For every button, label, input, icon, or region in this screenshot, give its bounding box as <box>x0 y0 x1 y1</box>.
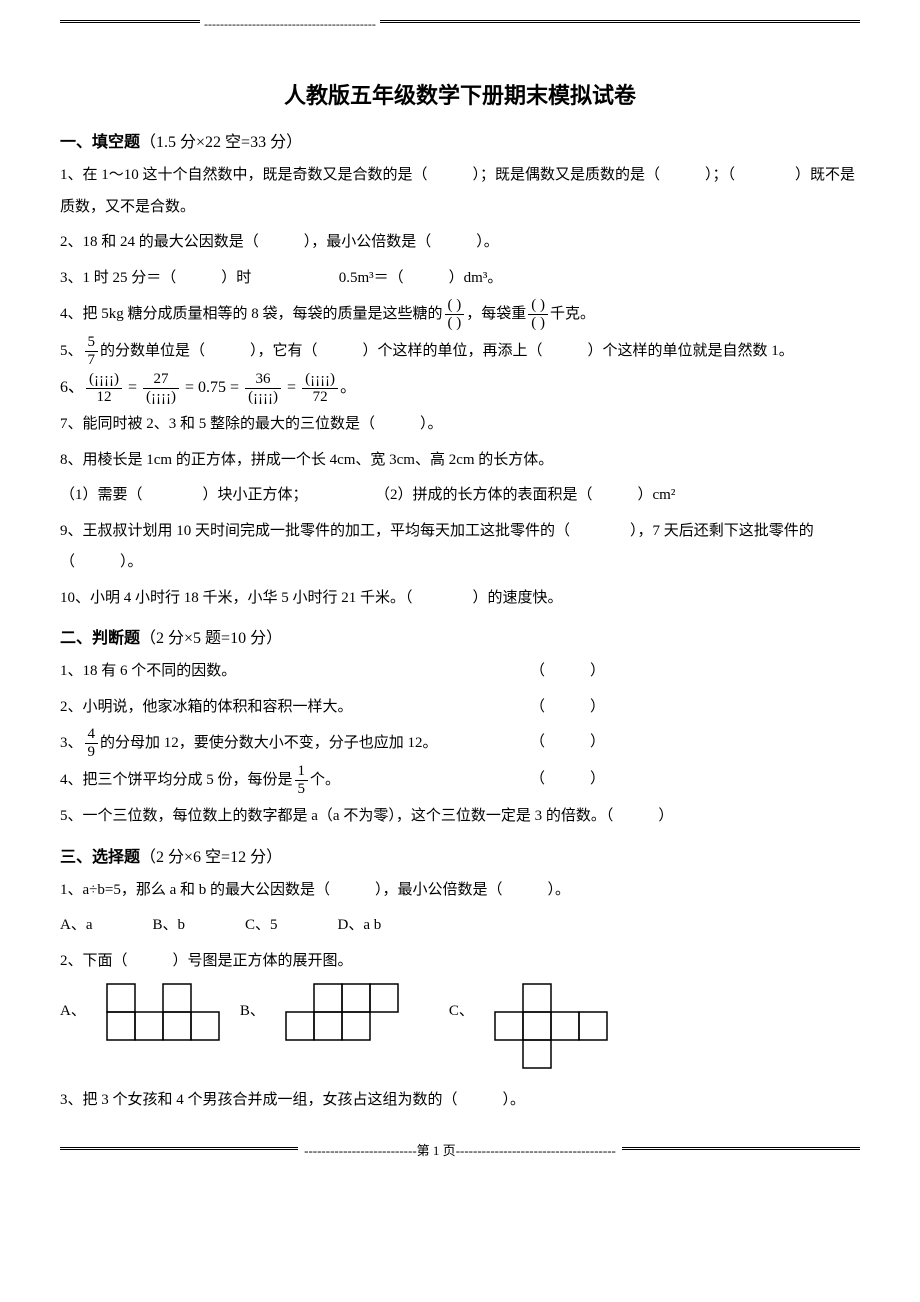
tf-paren: （ ） <box>530 692 605 724</box>
section-2-paren: （2 分×5 题=10 分） <box>140 630 282 647</box>
s1-q4: 4、把 5kg 糖分成质量相等的 8 袋，每袋的质量是这些糖的( )( )，每袋… <box>60 298 860 331</box>
s1-q8-1: （1）需要（ ）块小正方体； <box>60 487 308 503</box>
choice-B: B、b <box>153 910 186 942</box>
s1-q3-a: 3、1 时 25 分＝（ ）时 <box>60 270 251 286</box>
s1-q5: 5、57的分数单位是（ ），它有（ ）个这样的单位，再添上（ ）个这样的单位就是… <box>60 335 860 368</box>
s1-q4-frac1: ( )( ) <box>445 298 465 331</box>
s1-q3: 3、1 时 25 分＝（ ）时 0.5m³＝（ ）dm³。 <box>60 263 860 295</box>
s3-q1-choices: A、a B、b C、5 D、a b <box>60 910 860 942</box>
net-B <box>285 983 399 1041</box>
s2-q5: 5、一个三位数，每位数上的数字都是 a（a 不为零），这个三位数一定是 3 的倍… <box>60 801 860 833</box>
s1-q5-a: 5、 <box>60 343 83 359</box>
net-C-label: C、 <box>449 983 474 1020</box>
section-1-head: 一、填空题（1.5 分×22 空=33 分） <box>60 128 860 152</box>
net-A-label: A、 <box>60 983 86 1020</box>
footer-left-dashes: -------------------------- <box>304 1143 417 1158</box>
s1-q8: 8、用棱长是 1cm 的正方体，拼成一个长 4cm、宽 3cm、高 2cm 的长… <box>60 445 860 477</box>
nets-row: A、 B、 C、 <box>60 983 860 1069</box>
s1-q1: 1、在 1～10 这十个自然数中，既是奇数又是合数的是（ ）；既是偶数又是质数的… <box>60 160 860 223</box>
s2-q2: 2、小明说，他家冰箱的体积和容积一样大。（ ） <box>60 692 860 724</box>
s1-q8-sub: （1）需要（ ）块小正方体； （2）拼成的长方体的表面积是（ ）cm² <box>60 480 860 512</box>
choice-A: A、a <box>60 910 93 942</box>
s2-q1: 1、18 有 6 个不同的因数。（ ） <box>60 656 860 688</box>
top-dashes: ----------------------------------------… <box>200 17 380 32</box>
section-3-paren: （2 分×6 空=12 分） <box>140 849 282 866</box>
section-3-label: 三、选择题 <box>60 849 140 866</box>
footer-right-dashes: ------------------------------------- <box>456 1143 616 1158</box>
page-title: 人教版五年级数学下册期末模拟试卷 <box>60 78 860 110</box>
s1-q4-b: ，每袋重 <box>466 306 526 322</box>
s2-q3: 3、49的分母加 12，要使分数大小不变，分子也应加 12。（ ） <box>60 727 860 760</box>
net-B-label: B、 <box>240 983 265 1020</box>
footer-text: --------------------------第 1 页---------… <box>298 1143 622 1158</box>
footer-page-label: 第 1 页 <box>417 1143 456 1158</box>
s1-q2: 2、18 和 24 的最大公因数是（ ），最小公倍数是（ ）。 <box>60 227 860 259</box>
s1-q6: 6、(¡¡¡¡)12 = 27(¡¡¡¡) = 0.75 = 36(¡¡¡¡) … <box>60 372 860 405</box>
choice-D: D、a b <box>338 910 382 942</box>
section-1-paren: （1.5 分×22 空=33 分） <box>140 134 302 151</box>
s3-q1: 1、a÷b=5，那么 a 和 b 的最大公因数是（ ），最小公倍数是（ ）。 <box>60 875 860 907</box>
s2-q4: 4、把三个饼平均分成 5 份，每份是15个。（ ） <box>60 764 860 797</box>
s1-q9: 9、王叔叔计划用 10 天时间完成一批零件的加工，平均每天加工这批零件的（ ），… <box>60 516 860 579</box>
choice-C: C、5 <box>245 910 278 942</box>
section-1-label: 一、填空题 <box>60 134 140 151</box>
top-rule: ----------------------------------------… <box>60 20 860 23</box>
net-C <box>494 983 608 1069</box>
s1-q7: 7、能同时被 2、3 和 5 整除的最大的三位数是（ ）。 <box>60 409 860 441</box>
tf-paren: （ ） <box>530 727 605 759</box>
section-2-head: 二、判断题（2 分×5 题=10 分） <box>60 624 860 648</box>
s1-q5-frac: 57 <box>85 335 99 368</box>
tf-paren: （ ） <box>530 656 605 688</box>
net-A <box>106 983 220 1041</box>
section-2-label: 二、判断题 <box>60 630 140 647</box>
s1-q10: 10、小明 4 小时行 18 千米，小华 5 小时行 21 千米。（ ）的速度快… <box>60 583 860 615</box>
section-3-head: 三、选择题（2 分×6 空=12 分） <box>60 843 860 867</box>
footer-rule: --------------------------第 1 页---------… <box>60 1147 860 1170</box>
s1-q4-c: 千克。 <box>550 306 595 322</box>
s1-q3-b: 0.5m³＝（ ）dm³。 <box>339 270 503 286</box>
s1-q5-b: 的分数单位是（ ），它有（ ）个这样的单位，再添上（ ）个这样的单位就是自然数 … <box>100 343 794 359</box>
s3-q2: 2、下面（ ）号图是正方体的展开图。 <box>60 946 860 978</box>
s1-q8-2: （2）拼成的长方体的表面积是（ ）cm² <box>375 487 675 503</box>
s1-q4-frac2: ( )( ) <box>528 298 548 331</box>
s1-q6-a: 6、 <box>60 379 84 396</box>
s1-q4-a: 4、把 5kg 糖分成质量相等的 8 袋，每袋的质量是这些糖的 <box>60 306 443 322</box>
tf-paren: （ ） <box>530 764 605 796</box>
s3-q3: 3、把 3 个女孩和 4 个男孩合并成一组，女孩占这组为数的（ ）。 <box>60 1085 860 1117</box>
